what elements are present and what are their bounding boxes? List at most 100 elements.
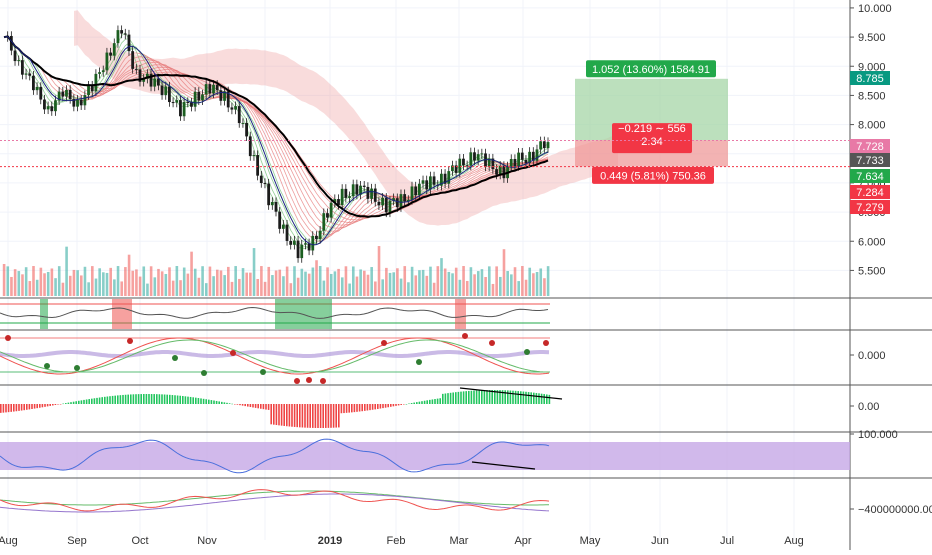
osc2-signal-dot	[201, 370, 207, 376]
entry-label-bg	[612, 123, 692, 154]
volume-bar	[388, 272, 392, 296]
stop-label: 0.449 (5.81%) 750.36	[600, 170, 706, 182]
macd-bar	[535, 392, 538, 404]
macd-bar	[241, 404, 244, 406]
candle-body	[359, 185, 362, 195]
volume-bar	[142, 266, 146, 296]
volume-bar	[65, 246, 68, 296]
volume-bar	[245, 272, 248, 296]
volume-bar	[271, 275, 274, 296]
candle-body	[399, 194, 403, 208]
macd-bar	[143, 394, 145, 404]
price-tick-label: 8.500	[858, 90, 886, 102]
price-tick-label: 9.000	[858, 61, 886, 73]
candle-body	[381, 197, 384, 206]
macd-bar	[369, 404, 371, 411]
macd-bar	[421, 401, 423, 404]
macd-bar	[353, 404, 356, 413]
volume-bar	[17, 271, 21, 296]
candle-body	[373, 188, 377, 202]
macd-bar	[275, 404, 278, 426]
volume-bar	[43, 273, 46, 296]
volume-bar	[149, 266, 153, 296]
volume-bar	[318, 266, 322, 296]
macd-bar	[257, 404, 259, 409]
macd-bar	[403, 404, 405, 405]
candle-body	[182, 102, 186, 117]
volume-bar	[230, 281, 234, 296]
macd-bar	[65, 403, 67, 404]
candle-body	[39, 86, 43, 100]
candle-body	[406, 199, 410, 202]
candle-body	[315, 235, 318, 240]
candle-body	[230, 107, 234, 110]
volume-bar	[32, 266, 35, 296]
macd-bar	[166, 394, 168, 404]
macd-bar	[23, 404, 25, 411]
candle-body	[35, 86, 39, 91]
volume-bar	[124, 267, 127, 296]
macd-bar	[397, 404, 400, 406]
volume-bar	[506, 271, 509, 296]
macd-bar	[5, 404, 7, 413]
time-axis[interactable]: Aug Sep Oct Nov 2019 Feb Mar Apr May Jun Jul Aug	[0, 535, 804, 547]
time-tick-label: Oct	[131, 535, 148, 547]
macd-bar	[161, 394, 163, 404]
osc2-signal-dot	[260, 369, 266, 375]
long-position-tool[interactable]: 1.052 (13.60%) 1584.91 −0.219 ∼ 556 2.34…	[575, 60, 728, 184]
volume-bar	[502, 249, 506, 296]
macd-bar	[465, 391, 467, 404]
candle-body	[212, 84, 215, 94]
macd-bar	[520, 391, 522, 404]
macd-bar	[200, 398, 202, 404]
macd-bar	[202, 398, 205, 404]
price-badge-label: 7.279	[856, 202, 884, 214]
macd-bar	[494, 390, 496, 404]
candle-body	[201, 94, 204, 101]
volume-bar	[215, 269, 219, 296]
volume-bar	[204, 283, 208, 296]
macd-bar	[293, 404, 296, 427]
macd-bar	[457, 391, 460, 404]
candle-body	[329, 202, 333, 218]
candle-body	[384, 197, 388, 213]
osc2-signal-dot	[381, 340, 387, 346]
macd-bar	[215, 400, 218, 404]
candle-body	[417, 183, 421, 196]
macd-bar	[514, 390, 517, 404]
volume-bar	[131, 270, 135, 296]
candle-body	[9, 35, 13, 51]
macd-bar	[478, 390, 480, 404]
volume-bar	[374, 281, 377, 296]
macd-bar	[184, 396, 187, 404]
macd-bar	[31, 404, 33, 410]
macd-bar	[137, 394, 140, 404]
rsi-trendline	[471, 461, 536, 470]
macd-bar	[106, 396, 109, 404]
candle-body	[344, 188, 348, 198]
macd-bar	[98, 397, 101, 404]
macd-bar	[85, 399, 88, 404]
candle-body	[138, 69, 142, 82]
volume-bar	[307, 273, 311, 296]
macd-bar	[91, 398, 93, 404]
macd-bar	[67, 402, 70, 404]
macd-bar	[338, 404, 340, 428]
volume-bar	[491, 283, 495, 296]
volume-bar	[87, 282, 90, 296]
volume-bar	[329, 273, 333, 296]
volume-bar	[6, 266, 10, 296]
candle-body	[61, 91, 65, 97]
candle-body	[145, 73, 149, 79]
volume-bar	[300, 268, 304, 296]
macd-trendline	[459, 387, 563, 400]
volume-bar	[57, 266, 61, 296]
macd-bar	[317, 404, 319, 428]
volume-bar	[403, 266, 407, 296]
volume-bar	[517, 281, 520, 296]
macd-bar	[270, 404, 272, 425]
price-reference-lines	[0, 139, 850, 168]
candle-body	[498, 165, 502, 175]
candle-body	[395, 198, 399, 208]
